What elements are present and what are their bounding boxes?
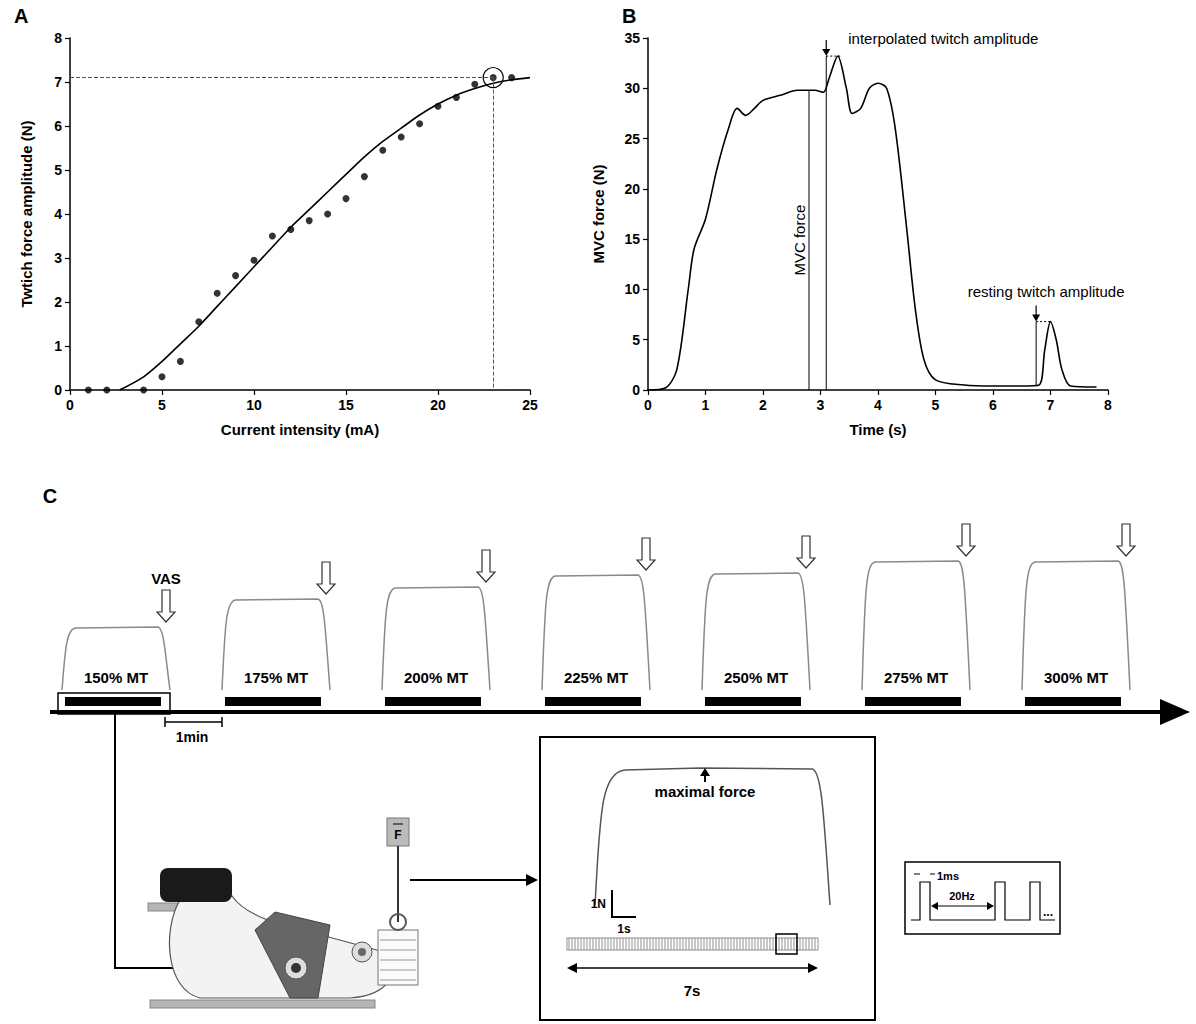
svg-text:1min: 1min bbox=[176, 729, 209, 745]
svg-text:2: 2 bbox=[759, 397, 767, 413]
svg-text:300% MT: 300% MT bbox=[1044, 669, 1108, 686]
svg-text:3: 3 bbox=[817, 397, 825, 413]
svg-text:30: 30 bbox=[624, 80, 640, 96]
svg-text:0: 0 bbox=[54, 382, 62, 398]
svg-text:8: 8 bbox=[1104, 397, 1112, 413]
svg-text:Current intensity (mA): Current intensity (mA) bbox=[221, 421, 379, 438]
svg-text:1ms: 1ms bbox=[937, 870, 959, 882]
svg-text:resting twitch amplitude: resting twitch amplitude bbox=[968, 283, 1125, 300]
svg-text:15: 15 bbox=[624, 231, 640, 247]
svg-text:250% MT: 250% MT bbox=[724, 669, 788, 686]
svg-text:4: 4 bbox=[874, 397, 882, 413]
svg-text:6: 6 bbox=[989, 397, 997, 413]
svg-text:MVC force (N): MVC force (N) bbox=[590, 164, 607, 263]
svg-text:150% MT: 150% MT bbox=[84, 669, 148, 686]
svg-text:4: 4 bbox=[54, 206, 62, 222]
svg-text:VAS: VAS bbox=[151, 570, 181, 587]
svg-text:1: 1 bbox=[54, 338, 62, 354]
svg-text:20: 20 bbox=[624, 181, 640, 197]
svg-text:1N: 1N bbox=[591, 897, 606, 911]
svg-text:35: 35 bbox=[624, 30, 640, 46]
svg-text:200% MT: 200% MT bbox=[404, 669, 468, 686]
svg-text:maximal force: maximal force bbox=[655, 783, 756, 800]
svg-text:20Hz: 20Hz bbox=[949, 890, 975, 902]
svg-text:7: 7 bbox=[54, 74, 62, 90]
svg-text:10: 10 bbox=[624, 281, 640, 297]
svg-text:5: 5 bbox=[158, 397, 166, 413]
svg-text:0: 0 bbox=[644, 397, 652, 413]
svg-text:275% MT: 275% MT bbox=[884, 669, 948, 686]
svg-text:1s: 1s bbox=[617, 922, 631, 936]
svg-text:25: 25 bbox=[624, 131, 640, 147]
svg-text:Time (s): Time (s) bbox=[849, 421, 906, 438]
svg-text:B: B bbox=[622, 5, 636, 27]
svg-text:3: 3 bbox=[54, 250, 62, 266]
svg-text:8: 8 bbox=[54, 30, 62, 46]
svg-text:7s: 7s bbox=[684, 982, 701, 999]
svg-text:225% MT: 225% MT bbox=[564, 669, 628, 686]
svg-text:20: 20 bbox=[430, 397, 446, 413]
svg-text:2: 2 bbox=[54, 294, 62, 310]
svg-text:C: C bbox=[43, 485, 57, 507]
svg-text:25: 25 bbox=[522, 397, 538, 413]
svg-text:F: F bbox=[394, 828, 401, 842]
svg-text:175% MT: 175% MT bbox=[244, 669, 308, 686]
svg-text:5: 5 bbox=[54, 162, 62, 178]
svg-text:interpolated twitch amplitude: interpolated twitch amplitude bbox=[848, 30, 1038, 47]
svg-text:10: 10 bbox=[246, 397, 262, 413]
svg-text:5: 5 bbox=[932, 397, 940, 413]
svg-text:6: 6 bbox=[54, 118, 62, 134]
svg-text:15: 15 bbox=[338, 397, 354, 413]
svg-text:7: 7 bbox=[1047, 397, 1055, 413]
svg-text:...: ... bbox=[1043, 905, 1053, 919]
svg-text:0: 0 bbox=[66, 397, 74, 413]
svg-text:1: 1 bbox=[702, 397, 710, 413]
svg-text:0: 0 bbox=[632, 382, 640, 398]
svg-text:MVC force: MVC force bbox=[791, 205, 808, 276]
svg-text:A: A bbox=[14, 5, 28, 27]
svg-text:5: 5 bbox=[632, 332, 640, 348]
svg-text:Twtich force amplitude (N): Twtich force amplitude (N) bbox=[18, 120, 35, 307]
